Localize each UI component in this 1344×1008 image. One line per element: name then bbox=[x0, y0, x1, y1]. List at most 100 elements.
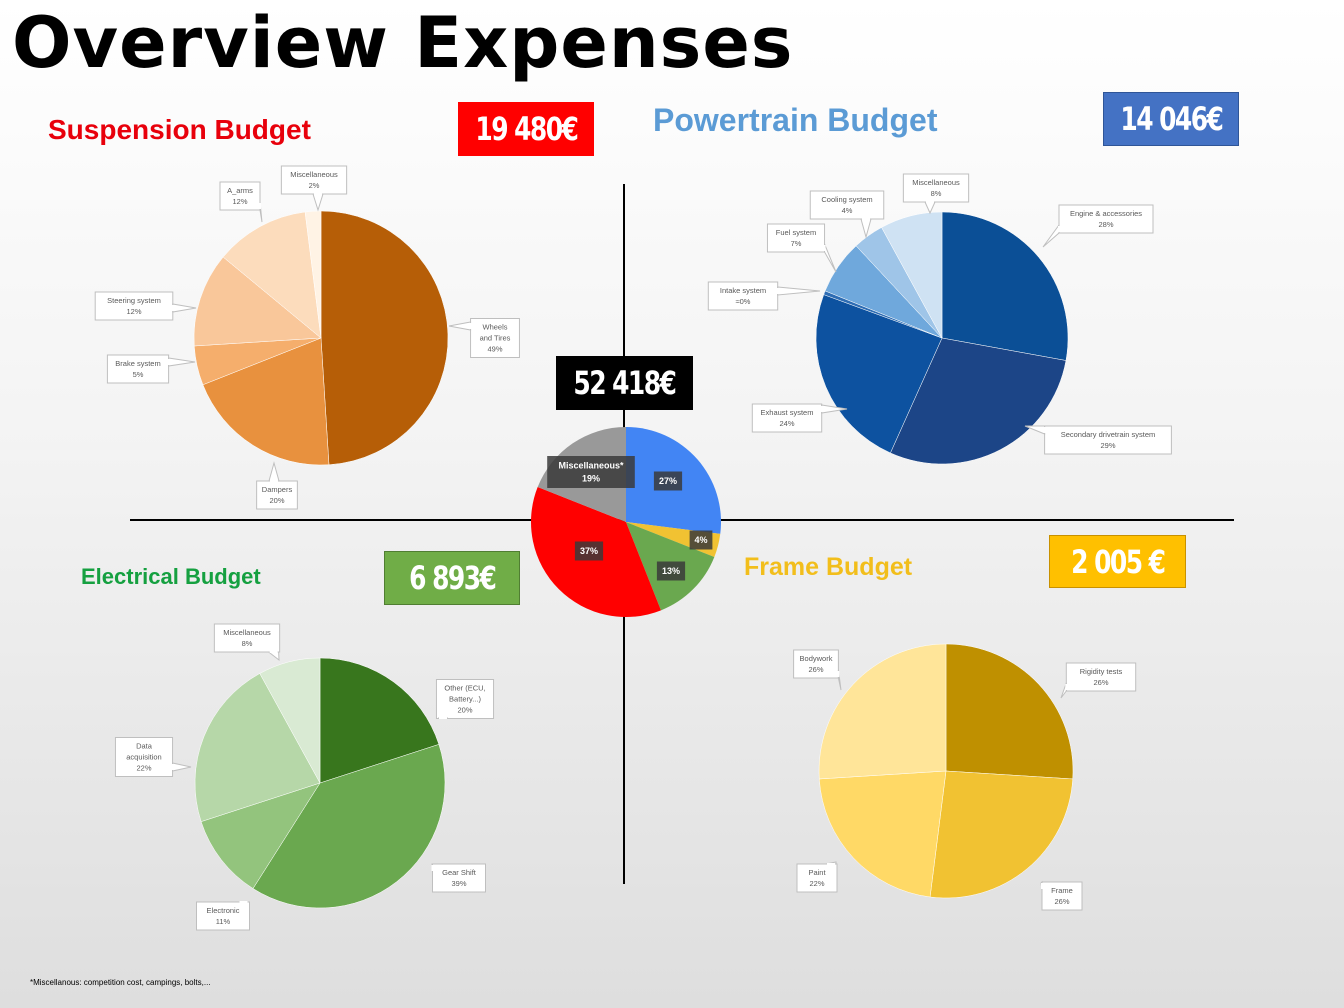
suspension-label-wheels-and-tires-box bbox=[470, 318, 520, 358]
overview-label-powertrain: 27% bbox=[653, 471, 683, 491]
powertrain-label-engine-accessories-text-0: Engine & accessories bbox=[1070, 209, 1142, 218]
frame-pie-chart: Rigidity tests 26% Frame 26% Paint 22% Bodywor… bbox=[793, 643, 1137, 911]
suspension-label-dampers-pointer bbox=[268, 461, 280, 482]
suspension-label-miscellaneous-text-0: Miscellaneous bbox=[290, 170, 338, 179]
footnote: *Miscellanous: competition cost, camping… bbox=[30, 978, 211, 987]
overview-label-miscellaneous-box bbox=[547, 456, 635, 488]
electrical-label-miscellaneous-box bbox=[213, 623, 281, 653]
powertrain-label-cooling-system: Cooling system 4% bbox=[809, 190, 885, 239]
suspension-budget-total: 19 480€ bbox=[458, 102, 594, 156]
electrical-budget-total: 6 893€ bbox=[384, 551, 520, 605]
electrical-label-other-ecu-battery: Other (ECU, Battery...) 20% bbox=[435, 679, 495, 719]
frame-label-rigidity-tests-text-0: Rigidity tests bbox=[1080, 667, 1123, 676]
suspension-label-brake-system-text-0: Brake system bbox=[115, 359, 160, 368]
frame-slice-paint bbox=[818, 770, 947, 898]
suspension-label-a-arms-box bbox=[219, 181, 261, 211]
electrical-label-data-acquisition-pointer bbox=[172, 762, 192, 772]
electrical-label-data-acquisition: Data acquisition 22% bbox=[114, 737, 192, 777]
suspension-slice-wheels-and-tires bbox=[320, 210, 449, 466]
powertrain-label-miscellaneous-box bbox=[902, 173, 970, 203]
frame-slice-bodywork bbox=[818, 643, 947, 780]
suspension-label-dampers-text-1: 20% bbox=[269, 496, 284, 505]
overview-label-suspension-box bbox=[574, 541, 604, 561]
overview-label-frame-text-0: 4% bbox=[694, 535, 707, 545]
electrical-label-data-acquisition-text-1: acquisition bbox=[126, 753, 161, 762]
electrical-label-other-ecu-battery-text-1: Battery...) bbox=[449, 695, 481, 704]
frame-slice-rigidity-tests bbox=[945, 643, 1074, 780]
suspension-label-wheels-and-tires: Wheels and Tires 49% bbox=[448, 318, 520, 358]
electrical-label-gear-shift: Gear Shift 39% bbox=[431, 863, 486, 893]
overview-label-frame: 4% bbox=[689, 530, 713, 550]
electrical-label-data-acquisition-text-2: 22% bbox=[136, 764, 151, 773]
powertrain-label-exhaust-system-text-0: Exhaust system bbox=[761, 408, 814, 417]
powertrain-label-intake-system-text-1: ≈0% bbox=[736, 297, 751, 306]
suspension-budget-title: Suspension Budget bbox=[48, 114, 311, 145]
suspension-slice-dampers bbox=[202, 337, 330, 466]
suspension-label-brake-system: Brake system 5% bbox=[106, 354, 196, 384]
powertrain-label-secondary-drivetrain-system-text-0: Secondary drivetrain system bbox=[1061, 430, 1156, 439]
frame-label-bodywork-text-0: Bodywork bbox=[800, 654, 833, 663]
powertrain-slice-secondary-drivetrain-system bbox=[890, 337, 1067, 465]
powertrain-pie-chart: Engine & accessories 28% Secondary drivetr… bbox=[707, 173, 1172, 465]
electrical-label-data-acquisition-box bbox=[114, 737, 174, 777]
suspension-total-value: 19 480€ bbox=[475, 110, 579, 148]
page-title: Overview Expenses bbox=[12, 2, 794, 84]
powertrain-slice-exhaust-system bbox=[815, 294, 943, 454]
powertrain-slice-engine-accessories bbox=[941, 211, 1069, 361]
frame-budget-title: Frame Budget bbox=[744, 553, 913, 581]
powertrain-label-secondary-drivetrain-system-box bbox=[1044, 425, 1172, 455]
electrical-label-gear-shift-text-1: 39% bbox=[451, 879, 466, 888]
overview-label-electrical-box bbox=[656, 561, 686, 581]
powertrain-label-fuel-system: Fuel system 7% bbox=[766, 223, 837, 273]
suspension-label-dampers: Dampers 20% bbox=[256, 461, 298, 510]
overview-label-suspension-text-0: 37% bbox=[580, 546, 598, 556]
suspension-label-miscellaneous-text-1: 2% bbox=[309, 181, 320, 190]
suspension-label-miscellaneous-box bbox=[280, 165, 348, 195]
frame-label-frame-text-0: Frame bbox=[1051, 886, 1073, 895]
suspension-label-a-arms-text-1: 12% bbox=[232, 197, 247, 206]
powertrain-label-engine-accessories-pointer bbox=[1042, 223, 1060, 248]
overview-label-miscellaneous-text-0: Miscellaneous* bbox=[558, 461, 624, 471]
overview-label-suspension: 37% bbox=[574, 541, 604, 561]
electrical-label-electronic-box bbox=[196, 901, 250, 931]
powertrain-label-intake-system-box bbox=[707, 281, 779, 311]
overview-label-miscellaneous-text-1: 19% bbox=[582, 474, 600, 484]
powertrain-label-miscellaneous-text-1: 8% bbox=[931, 189, 942, 198]
powertrain-label-cooling-system-box bbox=[809, 190, 885, 220]
frame-total-value: 2 005 € bbox=[1070, 542, 1166, 581]
frame-label-rigidity-tests-text-1: 26% bbox=[1093, 678, 1108, 687]
powertrain-label-intake-system: Intake system ≈0% bbox=[707, 281, 821, 311]
powertrain-label-cooling-system-pointer bbox=[860, 218, 872, 239]
grand-total-box: 52 418€ bbox=[556, 356, 693, 410]
suspension-label-wheels-and-tires-text-1: and Tires bbox=[480, 334, 511, 343]
powertrain-label-secondary-drivetrain-system: Secondary drivetrain system 29% bbox=[1024, 425, 1172, 455]
frame-label-paint-text-1: 22% bbox=[809, 879, 824, 888]
powertrain-label-miscellaneous: Miscellaneous 8% bbox=[902, 173, 970, 215]
suspension-label-steering-system: Steering system 12% bbox=[94, 291, 197, 321]
suspension-label-brake-system-pointer bbox=[168, 357, 196, 367]
suspension-label-dampers-text-0: Dampers bbox=[262, 485, 293, 494]
powertrain-label-exhaust-system-text-1: 24% bbox=[779, 419, 794, 428]
suspension-label-miscellaneous-pointer bbox=[312, 193, 324, 212]
suspension-label-brake-system-text-1: 5% bbox=[133, 370, 144, 379]
powertrain-label-intake-system-pointer bbox=[777, 286, 821, 296]
powertrain-label-miscellaneous-pointer bbox=[924, 201, 936, 215]
powertrain-label-intake-system-text-0: Intake system bbox=[720, 286, 766, 295]
powertrain-label-engine-accessories-text-1: 28% bbox=[1098, 220, 1113, 229]
electrical-label-electronic-text-0: Electronic bbox=[207, 906, 240, 915]
electrical-budget-title: Electrical Budget bbox=[81, 564, 261, 589]
suspension-pie-chart: Wheels and Tires 49% Dampers 20% Brake system… bbox=[94, 165, 520, 510]
suspension-label-a-arms-text-0: A_arms bbox=[227, 186, 253, 195]
powertrain-label-miscellaneous-text-0: Miscellaneous bbox=[912, 178, 960, 187]
powertrain-label-cooling-system-text-1: 4% bbox=[842, 206, 853, 215]
powertrain-label-fuel-system-text-0: Fuel system bbox=[776, 228, 816, 237]
suspension-label-steering-system-pointer bbox=[172, 303, 197, 313]
frame-label-rigidity-tests-box bbox=[1065, 662, 1137, 692]
electrical-label-other-ecu-battery-text-0: Other (ECU, bbox=[444, 684, 485, 693]
overview-label-powertrain-box bbox=[653, 471, 683, 491]
overview-label-electrical-text-0: 13% bbox=[662, 566, 680, 576]
suspension-label-brake-system-box bbox=[106, 354, 170, 384]
frame-label-rigidity-tests: Rigidity tests 26% bbox=[1060, 662, 1137, 699]
electrical-label-miscellaneous-pointer bbox=[267, 651, 280, 662]
